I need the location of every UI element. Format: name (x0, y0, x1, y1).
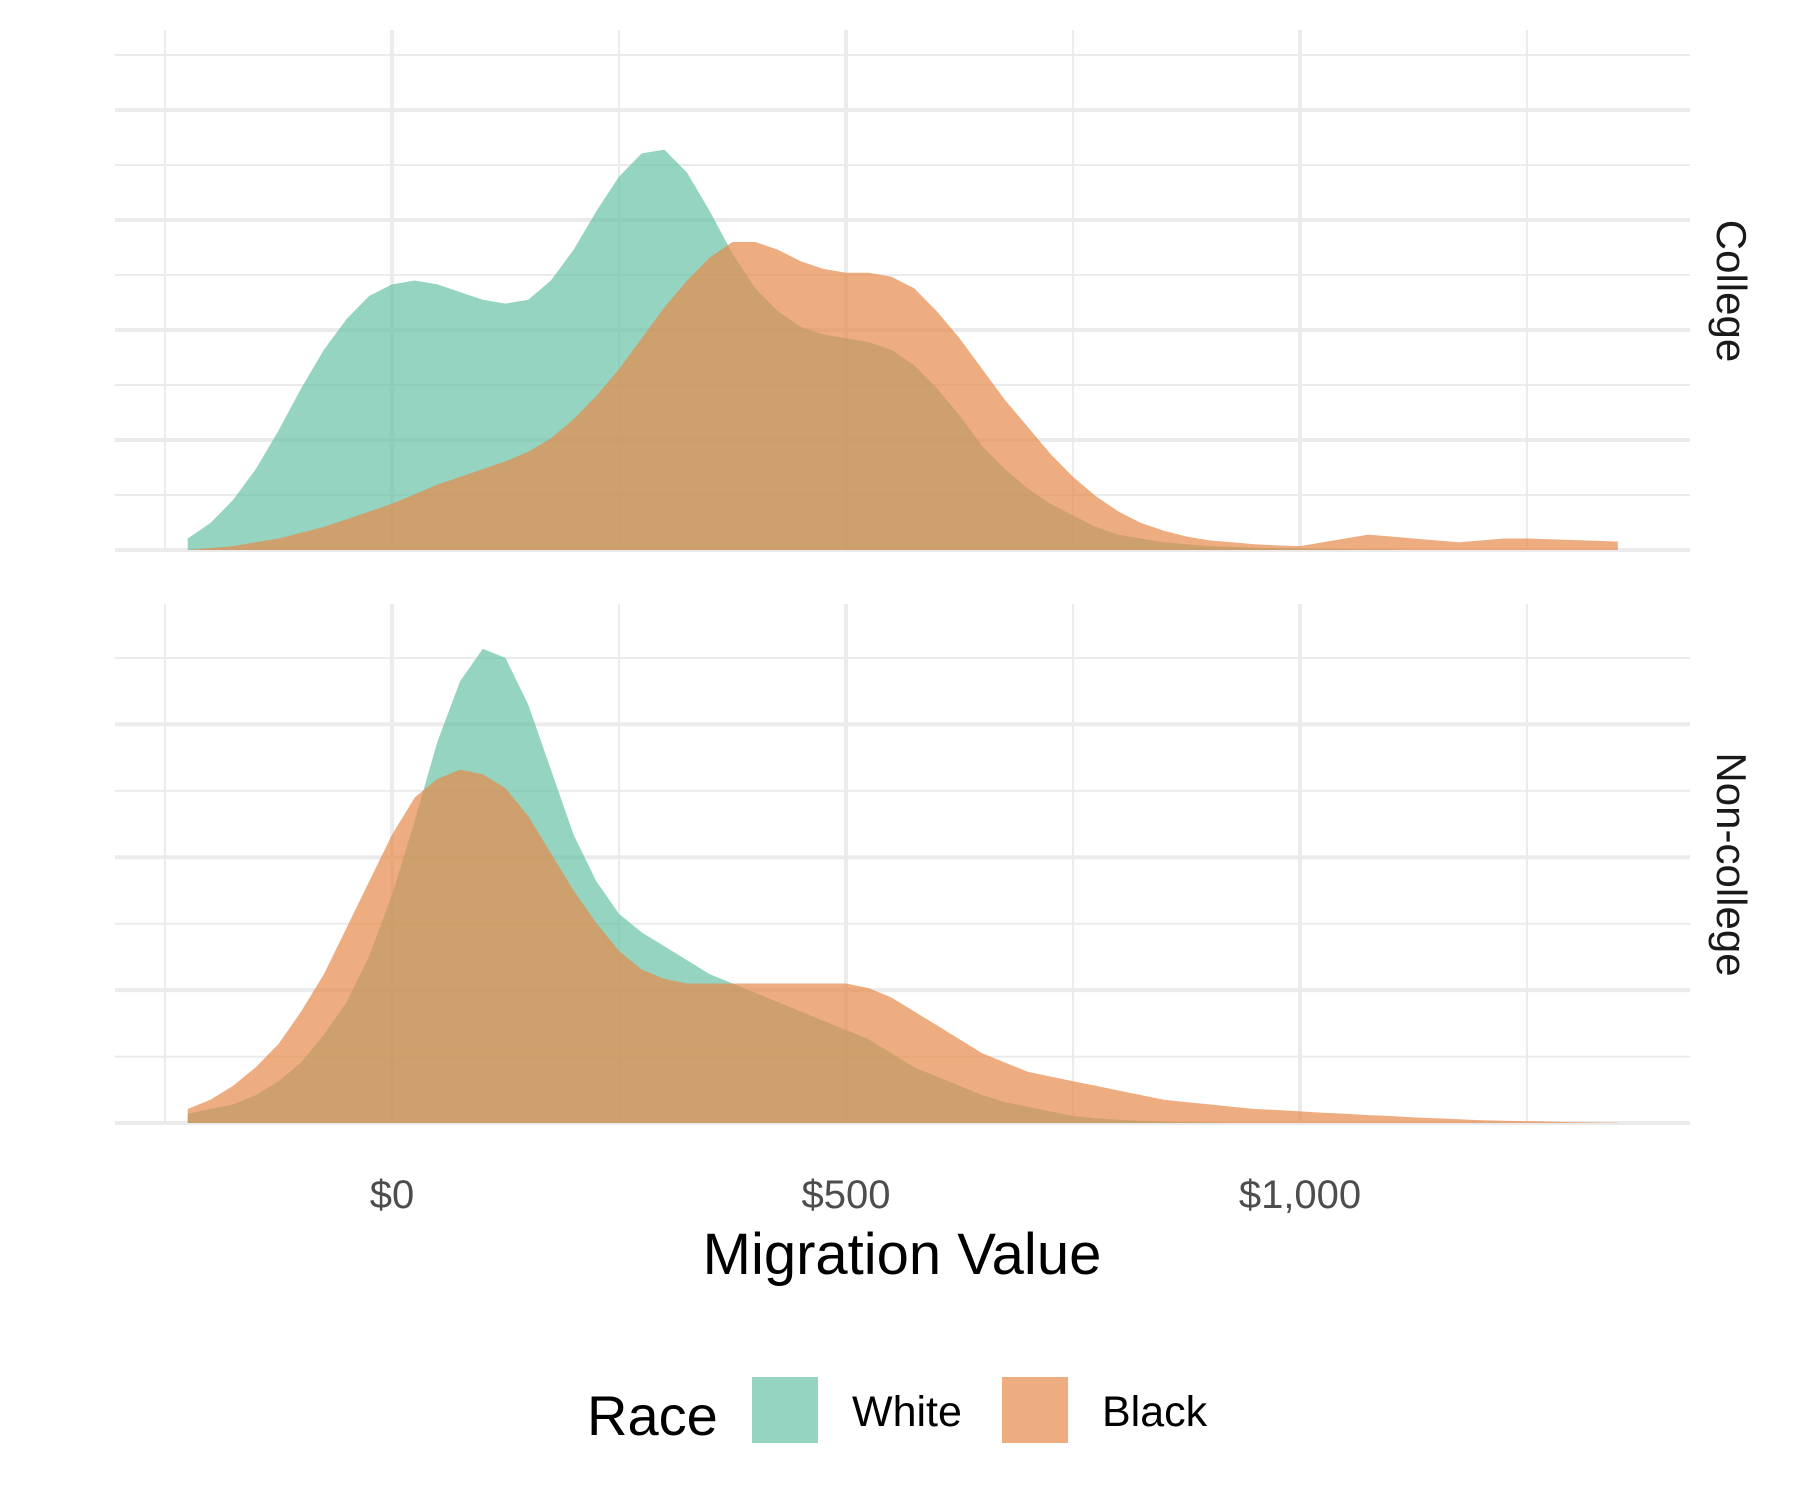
legend-key-white (752, 1377, 818, 1443)
panel-non-college: Non-college (115, 604, 1755, 1125)
legend: Race White Black (587, 1377, 1208, 1447)
legend-key-black (1002, 1377, 1068, 1443)
x-axis-ticks: $0 $500 $1,000 (370, 1173, 1361, 1217)
x-tick-label: $1,000 (1239, 1173, 1361, 1217)
x-tick-label: $0 (370, 1173, 415, 1217)
x-axis-title: Migration Value (703, 1222, 1102, 1287)
legend-label-black: Black (1102, 1388, 1208, 1436)
legend-label-white: White (852, 1388, 962, 1436)
density-area-black (187, 769, 1618, 1123)
panel-college: College (115, 30, 1755, 552)
density-area-black (187, 242, 1618, 550)
facet-label: Non-college (1708, 752, 1755, 976)
facet-panels: College Non-college (115, 30, 1755, 1125)
facet-label: College (1708, 220, 1755, 362)
x-tick-label: $500 (802, 1173, 891, 1217)
legend-title: Race (587, 1384, 718, 1447)
